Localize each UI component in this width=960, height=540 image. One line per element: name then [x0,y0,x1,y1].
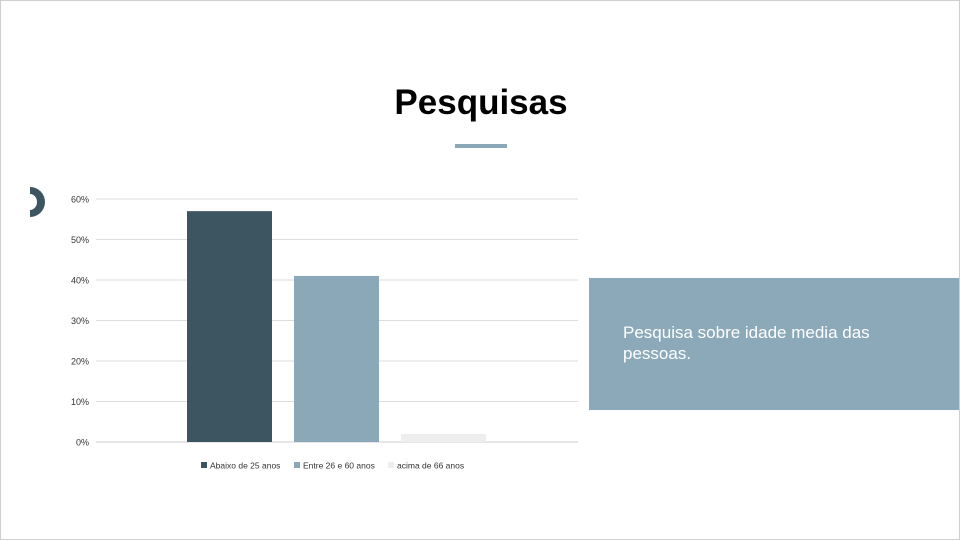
legend-swatch [201,462,207,468]
caption-box: Pesquisa sobre idade media das pessoas. [589,278,959,410]
half-ring-icon [30,187,45,217]
legend-label: acima de 66 anos [397,461,464,471]
y-tick-label: 10% [71,397,89,407]
legend-swatch [388,462,394,468]
legend-label: Entre 26 e 60 anos [303,461,375,471]
y-tick-label: 20% [71,357,89,367]
y-tick-label: 60% [71,195,89,205]
chart-y-axis: 0% 10% 20% 30% 40% 50% 60% [71,195,89,448]
caption-text: Pesquisa sobre idade media das pessoas. [623,323,870,363]
bar-2 [294,275,379,442]
title-underline [455,144,507,148]
bar-3 [401,433,486,442]
y-tick-label: 0% [76,438,89,448]
y-tick-label: 30% [71,316,89,326]
bar-1 [187,211,272,442]
bar-chart: 0% 10% 20% 30% 40% 50% 60% Abaixo de 25 anos En… [71,195,578,471]
y-tick-label: 40% [71,276,89,286]
slide-title: Pesquisas [394,83,568,122]
chart-bars [187,211,486,442]
legend-label: Abaixo de 25 anos [210,461,280,471]
y-tick-label: 50% [71,235,89,245]
legend-swatch [294,462,300,468]
chart-legend: Abaixo de 25 anos Entre 26 e 60 anos acima… [201,461,464,471]
